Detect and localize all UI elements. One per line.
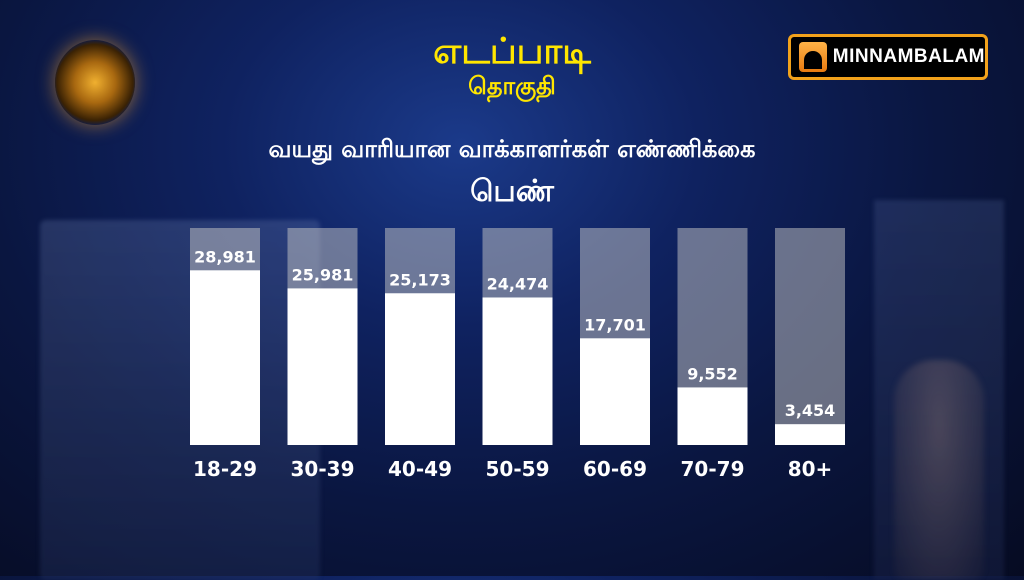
- background-building: [40, 220, 320, 580]
- gender-label: பெண்: [470, 174, 554, 209]
- category-label: 40-49: [388, 457, 452, 481]
- bar-50-59: [482, 297, 553, 445]
- bar-80+: [775, 424, 845, 445]
- chart-heading: வயது வாரியான வாக்காளர்கள் எண்ணிக்கை: [268, 135, 756, 163]
- category-label: 30-39: [291, 457, 355, 481]
- logo-mark-icon: [799, 42, 827, 72]
- value-label: 9,552: [687, 364, 738, 383]
- bar-18-29: [190, 270, 260, 445]
- value-label: 3,454: [785, 401, 836, 420]
- bar-60-69: [580, 338, 650, 445]
- constituency-title: எடப்பாடி: [433, 31, 591, 72]
- value-label: 24,474: [487, 274, 549, 293]
- category-label: 50-59: [486, 457, 550, 481]
- channel-logo: MINNAMBALAM: [788, 34, 988, 80]
- category-label: 70-79: [681, 457, 745, 481]
- category-label: 18-29: [193, 457, 257, 481]
- constituency-subtitle: தொகுதி: [468, 72, 556, 100]
- value-label: 25,981: [292, 265, 354, 284]
- value-label: 28,981: [194, 247, 256, 266]
- bar-70-79: [677, 387, 748, 445]
- category-label: 60-69: [583, 457, 647, 481]
- value-label: 25,173: [389, 270, 451, 289]
- value-label: 17,701: [584, 315, 646, 334]
- background-temple-tower: [874, 200, 1004, 580]
- bar-track: [775, 228, 845, 445]
- category-label: 80+: [788, 457, 833, 481]
- background-voter-hand: [894, 360, 984, 580]
- logo-text: MINNAMBALAM: [832, 46, 985, 67]
- bar-30-39: [287, 288, 358, 445]
- emblem-icon: [55, 40, 135, 125]
- bar-40-49: [385, 293, 455, 445]
